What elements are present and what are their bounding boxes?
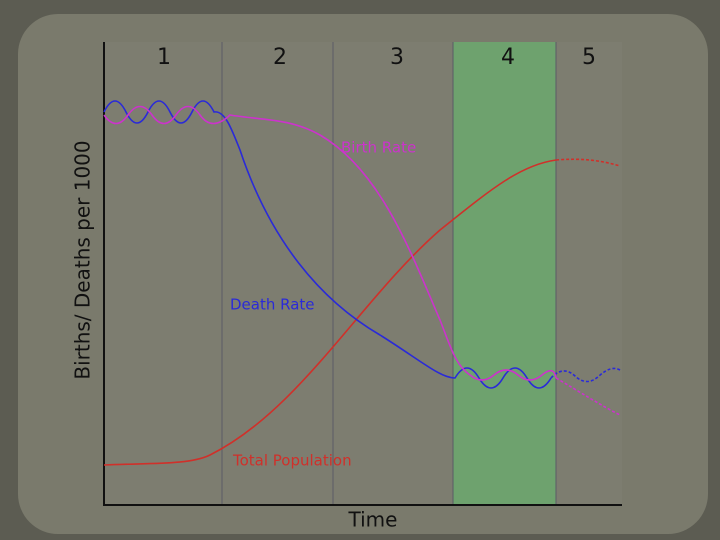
birth-rate-projection — [555, 377, 621, 416]
death-rate-projection — [550, 367, 621, 383]
stage-dividers — [221, 42, 557, 505]
death-rate-label: Death Rate — [230, 296, 315, 314]
population-projection — [555, 158, 621, 167]
y-axis-label: Births/ Deaths per 1000 — [71, 140, 95, 379]
stage-label: 5 — [582, 45, 596, 70]
stage-label: 4 — [501, 45, 515, 70]
stage-label: 3 — [390, 45, 404, 70]
stage-label: 2 — [273, 45, 287, 70]
stage-4-highlight — [453, 42, 556, 505]
x-axis-label: Time — [348, 508, 398, 532]
stage-label: 1 — [157, 45, 171, 70]
birth-rate-label: Birth Rate — [341, 139, 416, 157]
population-curve — [103, 159, 557, 466]
death-rate-curve — [103, 100, 552, 389]
birth-rate-curve — [103, 105, 557, 381]
population-label: Total Population — [232, 452, 352, 470]
